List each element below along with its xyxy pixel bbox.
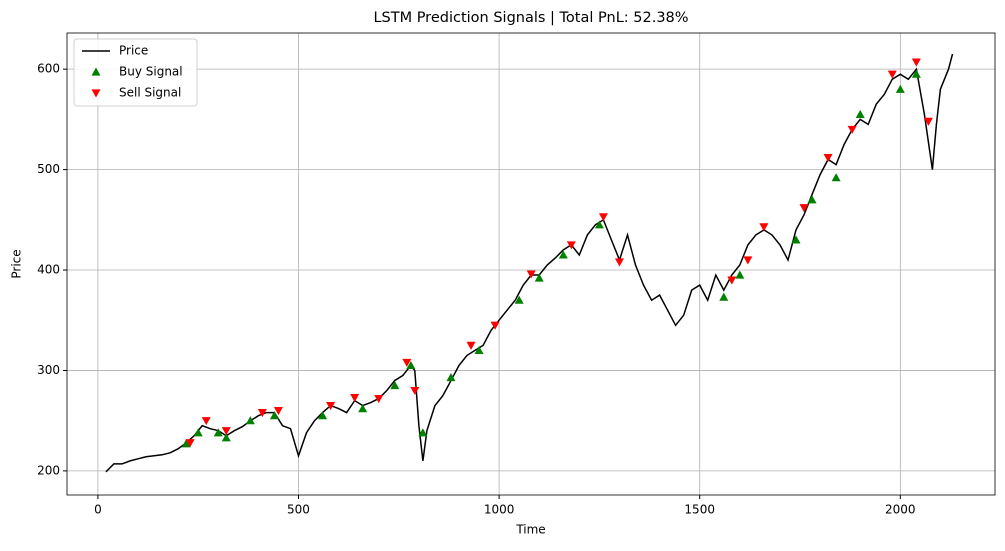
legend-label: Sell Signal bbox=[119, 86, 181, 100]
buy-marker bbox=[911, 69, 921, 78]
chart-title: LSTM Prediction Signals | Total PnL: 52.… bbox=[373, 10, 688, 26]
x-tick-label: 0 bbox=[94, 503, 102, 517]
buy-marker bbox=[318, 411, 328, 420]
sell-marker bbox=[466, 341, 476, 350]
y-axis-label: Price bbox=[10, 249, 24, 278]
sell-marker bbox=[598, 213, 608, 222]
y-tick-label: 200 bbox=[37, 463, 60, 477]
buy-marker bbox=[807, 195, 817, 204]
sell-marker bbox=[350, 393, 360, 403]
y-tick-label: 500 bbox=[37, 162, 60, 176]
sell-marker bbox=[923, 117, 933, 126]
sell-marker bbox=[727, 276, 737, 285]
sell-marker bbox=[221, 427, 231, 436]
buy-marker bbox=[269, 411, 279, 420]
buy-marker bbox=[514, 295, 524, 304]
sell-marker bbox=[759, 223, 769, 232]
sell-marker bbox=[743, 256, 753, 265]
sell-marker bbox=[410, 386, 420, 396]
buy-marker bbox=[534, 273, 544, 282]
y-tick-label: 600 bbox=[37, 62, 60, 76]
buy-marker bbox=[406, 360, 416, 370]
buy-marker bbox=[213, 428, 223, 437]
plot-frame bbox=[66, 32, 996, 496]
x-tick-label: 1000 bbox=[484, 503, 515, 517]
buy-marker bbox=[791, 235, 801, 244]
sell-marker bbox=[847, 125, 857, 134]
buy-marker bbox=[221, 433, 231, 442]
buy-marker bbox=[735, 270, 745, 279]
buy-marker bbox=[358, 404, 368, 413]
legend-marker bbox=[91, 67, 101, 76]
buy-marker bbox=[719, 292, 729, 301]
sell-marker bbox=[326, 402, 336, 411]
buy-marker bbox=[895, 84, 905, 93]
buy-marker bbox=[193, 428, 203, 437]
sell-marker bbox=[201, 417, 211, 426]
buy-marker bbox=[390, 381, 400, 390]
buy-marker bbox=[855, 109, 865, 118]
sell-marker bbox=[887, 70, 897, 79]
legend-marker bbox=[91, 89, 101, 98]
sell-marker bbox=[566, 241, 576, 250]
legend-label: Price bbox=[119, 44, 148, 58]
x-tick-label: 1500 bbox=[684, 503, 715, 517]
sell-marker bbox=[799, 204, 809, 213]
buy-marker bbox=[418, 428, 428, 437]
x-tick-label: 2000 bbox=[885, 503, 916, 517]
buy-marker bbox=[831, 173, 841, 182]
legend-label: Buy Signal bbox=[119, 65, 183, 79]
buy-marker bbox=[245, 416, 255, 425]
price-line bbox=[105, 53, 954, 473]
buy-marker bbox=[474, 345, 484, 354]
buy-marker bbox=[558, 250, 568, 259]
sell-marker bbox=[185, 439, 195, 448]
sell-marker bbox=[374, 394, 384, 404]
y-tick-label: 400 bbox=[37, 263, 60, 277]
x-tick-label: 500 bbox=[287, 503, 310, 517]
x-axis-label: Time bbox=[515, 523, 545, 537]
y-tick-label: 300 bbox=[37, 363, 60, 377]
sell-marker bbox=[823, 153, 833, 163]
legend-box bbox=[73, 38, 198, 107]
sell-marker bbox=[614, 258, 624, 267]
sell-marker bbox=[490, 321, 500, 330]
buy-marker bbox=[181, 439, 191, 448]
buy-marker bbox=[594, 220, 604, 229]
sell-marker bbox=[273, 407, 283, 416]
sell-marker bbox=[526, 270, 536, 279]
sell-marker bbox=[257, 409, 267, 418]
sell-marker bbox=[911, 58, 921, 67]
sell-marker bbox=[402, 358, 412, 367]
buy-marker bbox=[446, 372, 456, 382]
